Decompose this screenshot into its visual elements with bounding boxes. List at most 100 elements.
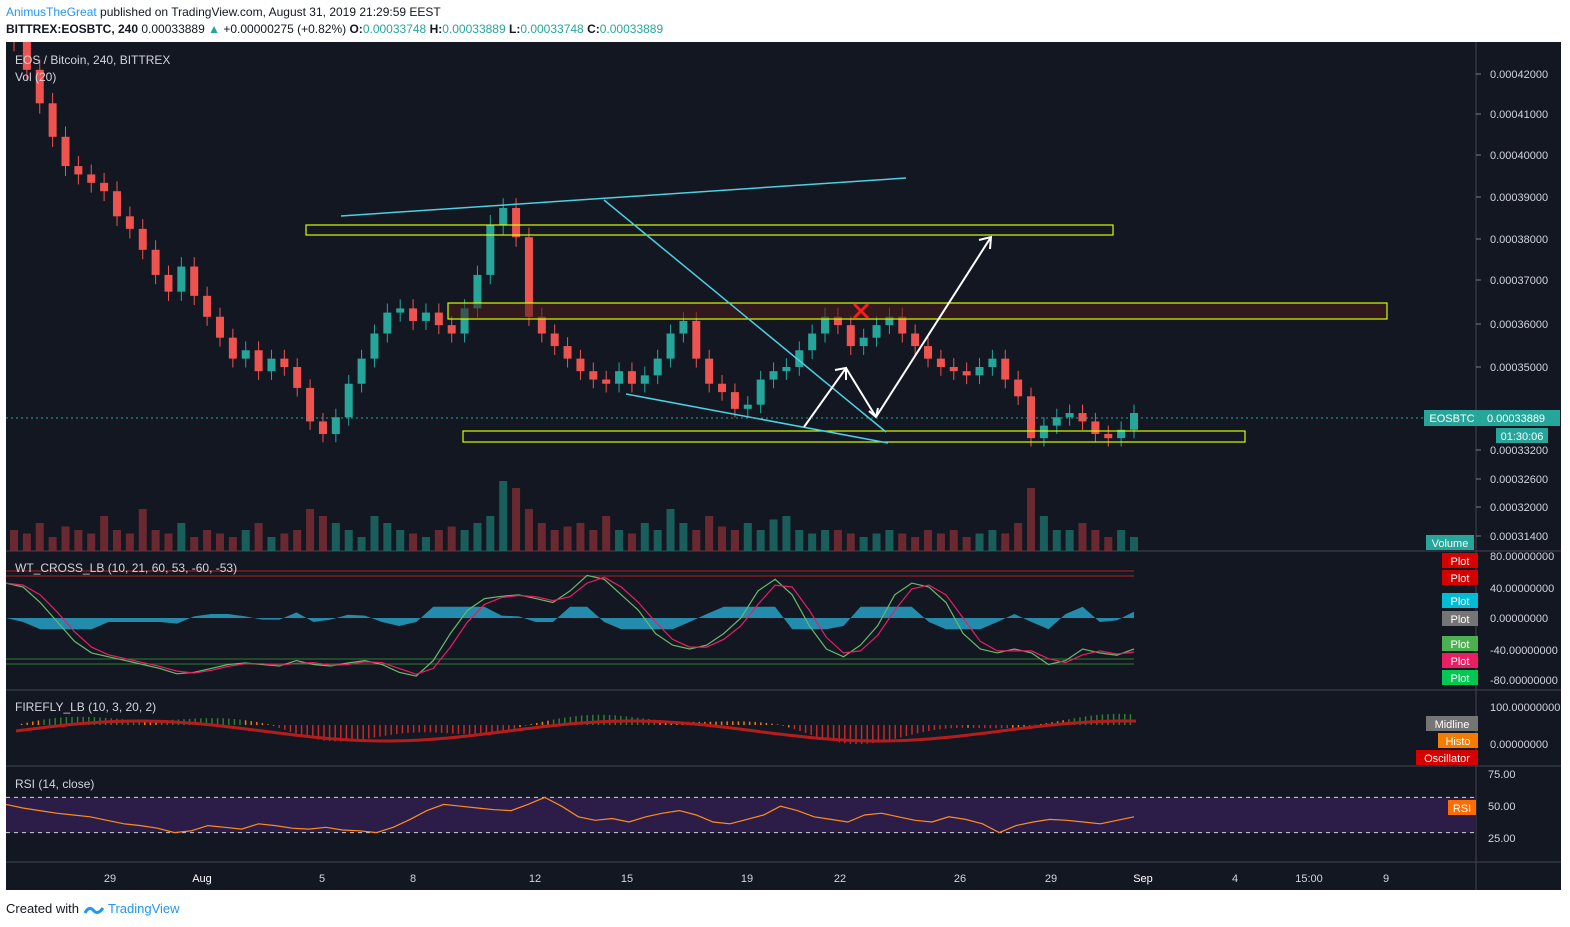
time-tick-label: 8 [410, 873, 416, 885]
volume-bar [61, 526, 70, 551]
candle-body [499, 207, 508, 225]
volume-bar [859, 537, 868, 551]
volume-bar [447, 526, 456, 551]
volume-bar [524, 509, 533, 551]
volume-bar [215, 533, 224, 551]
tradingview-brand[interactable]: TradingView [108, 901, 180, 916]
volume-bar [100, 516, 109, 551]
price-tick-label: 0.00036000 [1490, 319, 1548, 331]
chart-canvas[interactable]: 0.00042000 0.00041000 0.00040000 0.00039000… [6, 42, 1561, 890]
projection-arrow-3 [875, 236, 992, 418]
volume-bar [795, 530, 804, 551]
time-tick-label: 12 [529, 873, 541, 885]
volume-bar [846, 533, 855, 551]
volume-bar [228, 537, 237, 551]
volume-bar [486, 516, 495, 551]
red-marker-icon [852, 302, 870, 320]
created-with-label: Created with [6, 901, 79, 916]
countdown-timer-bg [1496, 428, 1548, 443]
candle-body [87, 174, 96, 183]
rsi-legend-bg [1448, 800, 1476, 815]
time-tick-label: 9 [1383, 873, 1389, 885]
price-tick-label: 0.00042000 [1490, 69, 1548, 81]
volume-bar [782, 516, 791, 551]
candle-body [61, 136, 70, 167]
candle-body [769, 371, 778, 380]
volume-bar [885, 530, 894, 551]
candle-body [1117, 429, 1126, 439]
volume-bar [357, 537, 366, 551]
volume-bar [112, 530, 121, 551]
candle-body [306, 387, 315, 422]
candle-body [460, 308, 469, 334]
volume-bar [988, 530, 997, 551]
volume-label: Volume [1432, 538, 1469, 550]
price-tick-label: 0.00037000 [1490, 275, 1548, 287]
candle-body [821, 316, 830, 334]
ff-legend-histo: Histo [1445, 736, 1470, 748]
candle-body [1001, 358, 1010, 380]
wt-legend-4: Plot [1451, 639, 1470, 651]
volume-bar [177, 523, 186, 551]
volume-bar [1014, 523, 1023, 551]
volume-bar [1027, 488, 1036, 551]
volume-bar [512, 488, 521, 551]
candle-body [74, 166, 83, 175]
volume-bar [550, 530, 559, 551]
volume-bar [434, 530, 443, 551]
candle-body [924, 346, 933, 359]
volume-bar [331, 523, 340, 551]
volume-bar [164, 533, 173, 551]
rsi-indicator-title: RSI (14, close) [15, 777, 94, 791]
volume-bar [370, 516, 379, 551]
candle-body [859, 337, 868, 347]
volume-bar [640, 523, 649, 551]
wt-legend-3-bg [1442, 611, 1478, 626]
candle-body [975, 367, 984, 376]
candle-body [705, 358, 714, 384]
candle-body [718, 383, 727, 393]
time-tick-label: 15 [621, 873, 633, 885]
projection-arrow-3-head [978, 235, 993, 250]
close-label: C: [587, 22, 600, 36]
volume-bar [35, 523, 44, 551]
candle-body [949, 367, 958, 372]
wt-legend-0: Plot [1451, 556, 1470, 568]
chart-frame[interactable]: 0.00042000 0.00041000 0.00040000 0.00039000… [6, 42, 1561, 890]
candle-body [795, 350, 804, 367]
candle-body [331, 417, 340, 434]
time-tick-label: 29 [1045, 873, 1057, 885]
candle-body [473, 274, 482, 309]
volume-bar [1065, 530, 1074, 551]
publish-line: AnimusTheGreat published on TradingView.… [6, 5, 441, 19]
volume-bar [911, 537, 920, 551]
volume-bar [22, 533, 31, 551]
price-tick-label: 0.00039000 [1490, 192, 1548, 204]
candle-body [808, 333, 817, 351]
ff-oscillator-line [15, 719, 1137, 743]
volume-bar [627, 533, 636, 551]
candle-body [885, 316, 894, 326]
volume-bar [241, 530, 250, 551]
wt-histogram [6, 606, 1134, 630]
candle-body [228, 337, 237, 359]
candle-body [1078, 413, 1087, 422]
candle-body [112, 191, 121, 217]
volume-bar [383, 523, 392, 551]
volume-bar [396, 530, 405, 551]
candle-body [833, 316, 842, 326]
candle-body [164, 274, 173, 292]
candle-body [524, 237, 533, 317]
candle-body [627, 371, 636, 384]
close-value: 0.00033889 [599, 22, 664, 36]
price-tick-label: 0.00041000 [1490, 109, 1548, 121]
wt-legend-4-bg [1442, 636, 1478, 651]
candle-body [190, 266, 199, 296]
author-name[interactable]: AnimusTheGreat [6, 5, 97, 19]
volume-bar [1104, 537, 1113, 551]
resistance-zone-mid [447, 302, 1388, 320]
ff-legend-oscillator-bg [1416, 750, 1478, 765]
volume-bar [692, 530, 701, 551]
volume-bar [615, 530, 624, 551]
candle-body [344, 383, 353, 418]
